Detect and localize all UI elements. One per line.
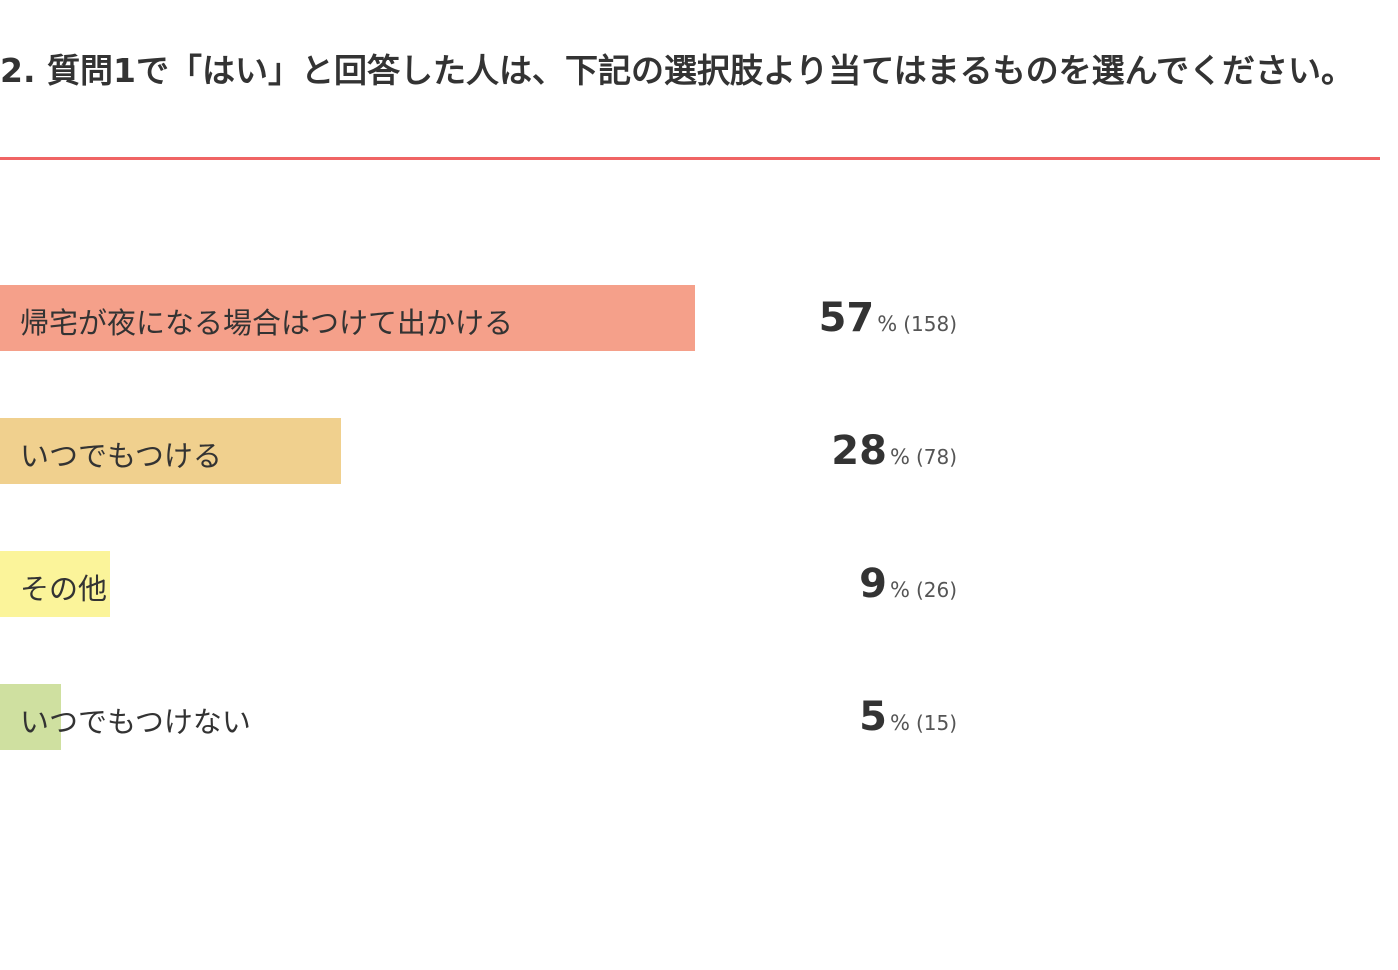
option-label: 帰宅が夜になる場合はつけて出かける <box>20 306 514 340</box>
percent-value: 28 <box>831 428 887 474</box>
count-label: (78) <box>915 445 957 469</box>
result: 9% (26) <box>859 551 957 617</box>
percent-value: 9 <box>859 561 887 607</box>
bar <box>0 418 342 484</box>
count-label: (158) <box>903 312 957 336</box>
percent-unit: % <box>889 578 910 602</box>
percent-unit: % <box>889 711 910 735</box>
percent-unit: % <box>877 312 898 336</box>
percent-unit: % <box>889 445 910 469</box>
option-label: いつでもつける <box>20 439 222 473</box>
result: 5% (15) <box>859 684 957 750</box>
percent-value: 57 <box>818 295 875 341</box>
result: 57% (158) <box>819 285 957 351</box>
result: 28% (78) <box>831 418 957 484</box>
bar <box>0 684 61 750</box>
option-label: その他 <box>20 572 108 606</box>
percent-value: 5 <box>859 694 887 740</box>
count-label: (26) <box>915 578 957 602</box>
option-label: いつでもつけない <box>20 705 251 739</box>
count-label: (15) <box>915 711 957 735</box>
title-rule <box>0 157 1380 160</box>
bar <box>0 285 695 351</box>
bar <box>0 551 110 617</box>
question-title: 2. 質問1で「はい」と回答した人は、下記の選択肢より当てはまるものを選んでくだ… <box>0 51 1354 90</box>
